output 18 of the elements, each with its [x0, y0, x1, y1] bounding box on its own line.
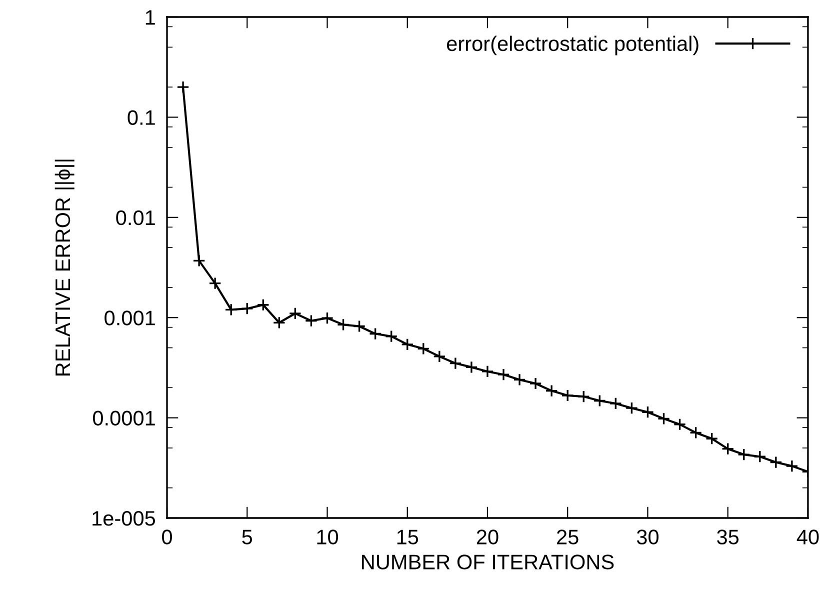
x-tick-label: 5: [242, 530, 252, 544]
y-tick-label: 1e-005: [92, 511, 156, 526]
y-tick-label: 0.1: [128, 110, 155, 125]
y-tick-label: 0.01: [116, 210, 155, 226]
x-tick-label: 25: [557, 530, 578, 544]
y-tick-label: 0.001: [104, 310, 155, 326]
legend-label: error(electrostatic potential): [446, 36, 698, 56]
y-tick-label: 1: [146, 10, 155, 25]
y-tick-label: 0.0001: [92, 410, 155, 426]
x-tick-label: 10: [317, 530, 338, 544]
x-tick-label: 30: [636, 530, 658, 544]
x-tick-label: 15: [397, 530, 418, 544]
y-axis-title: RELATIVE ERROR ||ϕ||: [54, 160, 74, 376]
x-tick-label: 0: [162, 530, 172, 544]
x-tick-label: 35: [717, 530, 739, 544]
x-axis-title: NUMBER OF ITERATIONS: [362, 554, 614, 570]
x-tick-label: 40: [796, 530, 819, 544]
x-tick-label: 20: [476, 530, 498, 544]
